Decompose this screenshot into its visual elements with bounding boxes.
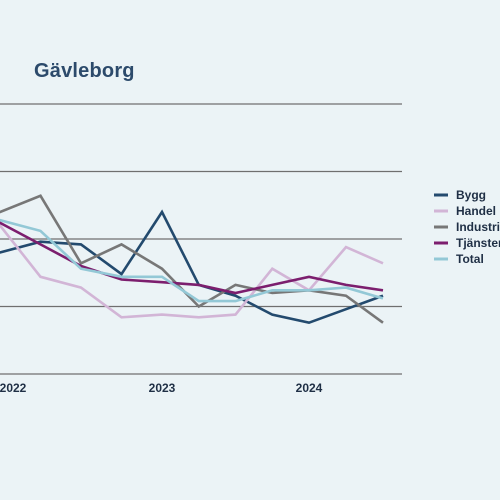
legend: Bygg Handel Industri Tjänster Total <box>434 188 500 266</box>
gridlines <box>0 103 402 375</box>
chart-title: Gävleborg <box>34 60 135 82</box>
legend-label: Handel <box>456 204 496 218</box>
x-tick-label: 2023 <box>149 381 176 395</box>
series-line-industri <box>0 194 384 324</box>
x-axis-ticks: 2022 2023 2024 <box>0 381 323 395</box>
series-line-total <box>0 218 384 303</box>
x-tick-label: 2024 <box>296 381 323 395</box>
legend-label: Total <box>456 252 484 266</box>
series-lines <box>0 194 384 325</box>
series-line-handel <box>0 224 384 319</box>
series-line-bygg <box>0 209 384 325</box>
legend-label: Industri <box>456 220 500 234</box>
series-line-tj-nster <box>0 221 384 295</box>
legend-label: Bygg <box>456 188 486 202</box>
x-tick-label: 2022 <box>0 381 27 395</box>
legend-label: Tjänster <box>456 236 500 250</box>
